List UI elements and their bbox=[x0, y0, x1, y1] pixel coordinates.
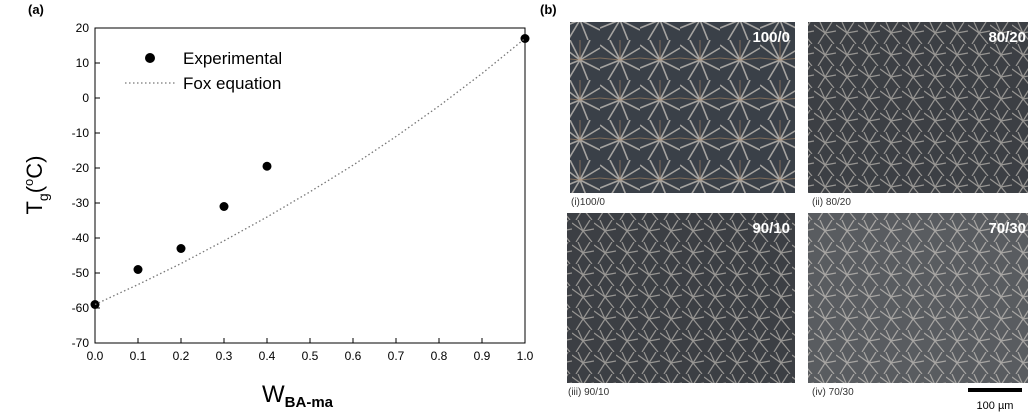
data-point bbox=[219, 202, 229, 211]
data-point bbox=[176, 244, 186, 253]
x-tick-label: 0.4 bbox=[259, 349, 276, 363]
y-tick-label: -10 bbox=[72, 126, 90, 140]
micrograph-panel: (b) 100/0 80/20 90/10 70/30 (i)100/0 (ii… bbox=[540, 2, 1028, 412]
y-tick-label: 10 bbox=[76, 56, 90, 70]
y-tick-label: -60 bbox=[72, 301, 90, 315]
image-caption: (iii) 90/10 bbox=[568, 387, 610, 398]
x-tick-label: 1.0 bbox=[517, 349, 534, 363]
data-point bbox=[262, 161, 272, 171]
x-tick-label: 0.9 bbox=[474, 349, 491, 363]
y-tick-label: 0 bbox=[82, 91, 89, 105]
legend-label: Fox equation bbox=[183, 74, 281, 93]
image-caption: (ii) 80/20 bbox=[812, 197, 851, 208]
image-label: 70/30 bbox=[988, 220, 1026, 237]
y-tick-label: -40 bbox=[72, 231, 90, 245]
y-tick-label: -30 bbox=[72, 196, 90, 210]
x-tick-label: 0.8 bbox=[431, 349, 448, 363]
legend-label: Experimental bbox=[183, 49, 282, 68]
y-tick-label: -70 bbox=[72, 336, 90, 350]
y-tick-label: 20 bbox=[76, 21, 90, 35]
image-label: 100/0 bbox=[752, 29, 790, 46]
image-label: 80/20 bbox=[988, 29, 1026, 46]
scale-bar bbox=[968, 388, 1022, 392]
data-point bbox=[133, 265, 143, 274]
y-tick-label: -20 bbox=[72, 161, 90, 175]
y-tick-label: -50 bbox=[72, 266, 90, 280]
x-label-sub: BA-ma bbox=[285, 394, 334, 411]
x-tick-label: 0.2 bbox=[173, 349, 190, 363]
y-label-sup: o bbox=[21, 179, 36, 186]
x-tick-label: 0.3 bbox=[216, 349, 233, 363]
y-axis-label: Tg(oC) bbox=[21, 155, 51, 214]
micrograph bbox=[570, 22, 795, 193]
x-axis-label: WBA-ma bbox=[262, 381, 334, 411]
plot-frame bbox=[94, 27, 526, 344]
x-label-main: W bbox=[262, 381, 285, 408]
scale-bar-label: 100 µm bbox=[977, 400, 1014, 412]
chart: (a) Tg(oC) WBA-ma 0.0 0.1 0.2 0.3 0.4 0.5 0.6 0… bbox=[21, 2, 534, 411]
micrograph bbox=[808, 213, 1028, 383]
fit-line bbox=[94, 37, 526, 306]
data-point bbox=[520, 34, 530, 43]
legend-marker bbox=[145, 53, 155, 63]
y-label-sub: g bbox=[35, 193, 51, 201]
micrograph bbox=[567, 213, 795, 383]
panel-label: (b) bbox=[540, 2, 557, 17]
y-label-close: C) bbox=[22, 155, 47, 178]
micrograph bbox=[808, 22, 1028, 193]
image-caption: (i)100/0 bbox=[571, 197, 605, 208]
x-tick-label: 0.1 bbox=[130, 349, 147, 363]
x-tick-label: 0.0 bbox=[87, 349, 104, 363]
x-tick-label: 0.7 bbox=[388, 349, 405, 363]
x-tick-label: 0.6 bbox=[345, 349, 362, 363]
panel-label: (a) bbox=[28, 2, 44, 17]
image-caption: (iv) 70/30 bbox=[812, 387, 854, 398]
x-tick-label: 0.5 bbox=[302, 349, 319, 363]
image-label: 90/10 bbox=[752, 220, 790, 237]
y-label-open: ( bbox=[22, 185, 47, 193]
y-label-main: T bbox=[22, 201, 47, 214]
